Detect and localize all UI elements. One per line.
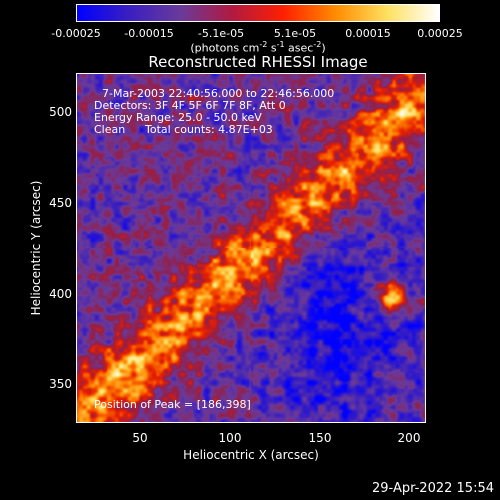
peak-position-label: Position of Peak = [186,398]: [94, 398, 251, 411]
x-tick-label: 50: [132, 431, 148, 445]
colorbar-gradient: [76, 4, 440, 22]
x-tick-label: 150: [308, 431, 332, 445]
colorbar-tick-label: 0.00015: [345, 27, 391, 40]
colorbar-units-label: (photons cm-2 s-1 asec-2): [190, 40, 326, 55]
rhessi-image-plot: [76, 73, 426, 423]
x-axis-label: Heliocentric X (arcsec): [183, 448, 319, 462]
colorbar-tick-label: -5.1e-05: [197, 27, 245, 40]
info-energy-range: Energy Range: 25.0 - 50.0 keV: [94, 111, 262, 124]
info-total-counts: Total counts: 4.87E+03: [145, 123, 273, 136]
timestamp: 29-Apr-2022 15:54: [372, 481, 494, 496]
info-detectors: Detectors: 3F 4F 5F 6F 7F 8F, Att 0: [94, 99, 286, 112]
y-tick-label: 450: [49, 196, 72, 210]
colorbar: [76, 4, 440, 22]
colorbar-tick-label: 0.00025: [417, 27, 463, 40]
info-time-range: 7-Mar-2003 22:40:56.000 to 22:46:56.000: [102, 87, 335, 100]
colorbar-tick-label: 5.1e-05: [273, 27, 317, 40]
y-axis-label: Heliocentric Y (arcsec): [29, 180, 43, 316]
colorbar-tick-label: -0.00015: [124, 27, 174, 40]
y-tick-label: 350: [49, 377, 72, 391]
info-clean-label: Clean: [94, 123, 126, 136]
image-title: Reconstructed RHESSI Image: [148, 53, 368, 71]
x-tick-label: 200: [397, 431, 421, 445]
x-tick-label: 100: [218, 431, 242, 445]
rhessi-image-canvas: [76, 73, 426, 423]
y-tick-label: 500: [49, 105, 72, 119]
colorbar-tick-label: -0.00025: [51, 27, 101, 40]
y-tick-label: 400: [49, 287, 72, 301]
